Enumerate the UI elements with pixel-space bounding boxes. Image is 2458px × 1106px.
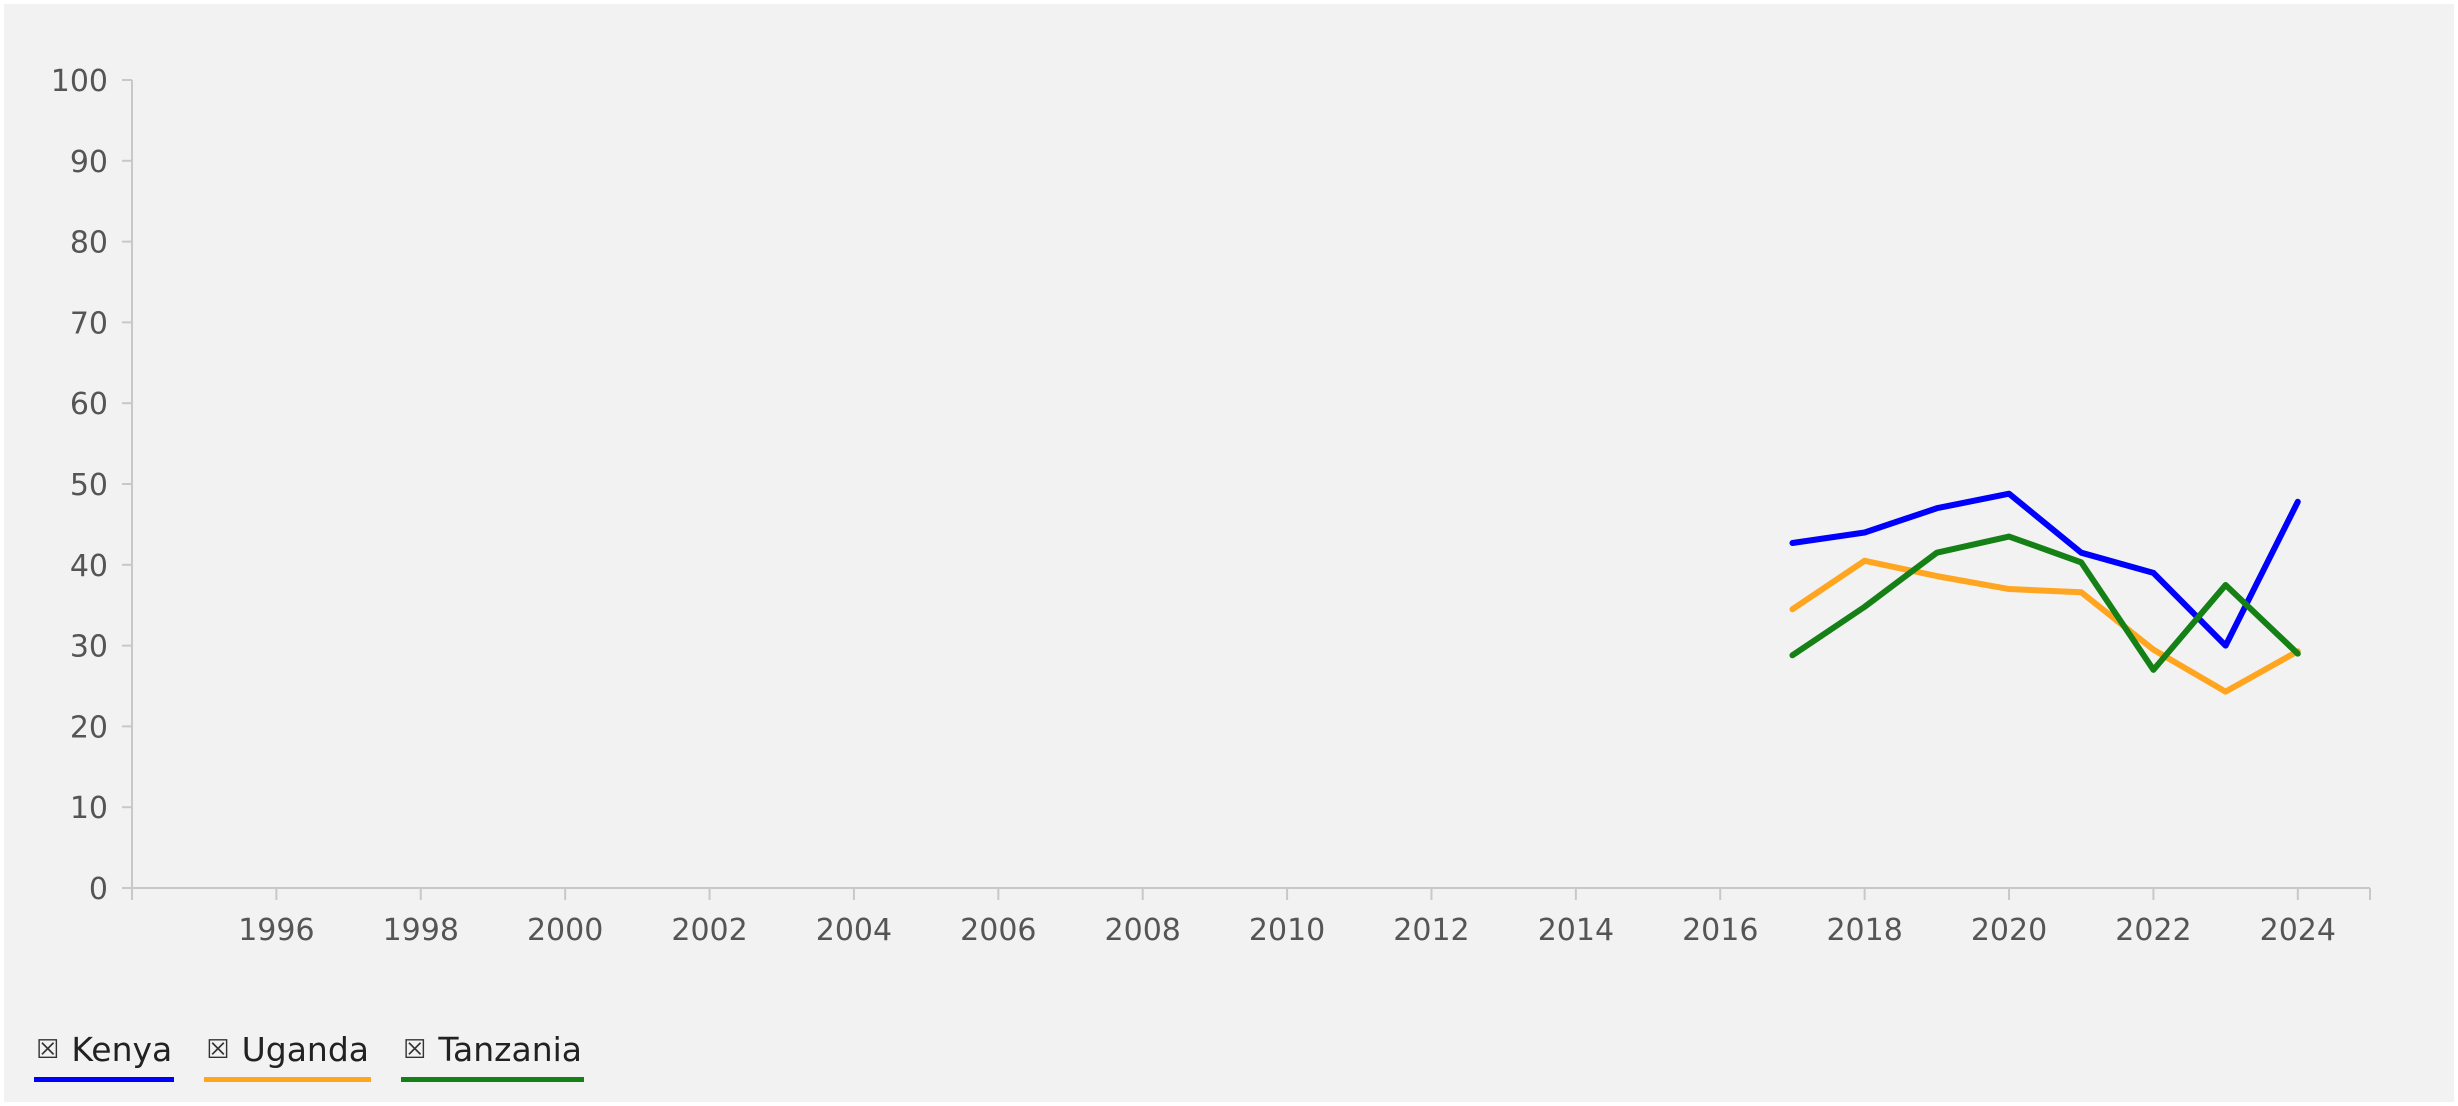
y-tick-label: 70 bbox=[70, 306, 108, 341]
y-tick-label: 0 bbox=[89, 872, 108, 907]
x-tick-label: 2018 bbox=[1826, 913, 1902, 948]
y-tick-label: 30 bbox=[70, 630, 108, 665]
x-tick-label: 2024 bbox=[2260, 913, 2336, 948]
legend-label: Uganda bbox=[241, 1030, 370, 1069]
x-tick-label: 2006 bbox=[960, 913, 1036, 948]
chart-legend: ☒ Kenya ☒ Uganda ☒ Tanzania bbox=[34, 1030, 585, 1082]
x-tick-label: 2010 bbox=[1249, 913, 1325, 948]
line-chart: 0 10 20 30 40 50 60 70 80 90 100 1996 1998 2000 2002 2… bbox=[51, 64, 2371, 948]
y-tick-label: 50 bbox=[70, 468, 108, 503]
x-tick-label: 2002 bbox=[671, 913, 747, 948]
legend-label: Kenya bbox=[71, 1030, 173, 1069]
checkbox-crossed-icon: ☒ bbox=[36, 1034, 60, 1065]
x-tick-label: 2014 bbox=[1538, 913, 1614, 948]
x-tick-label: 2022 bbox=[2115, 913, 2191, 948]
legend-item-kenya[interactable]: ☒ Kenya bbox=[34, 1030, 175, 1082]
y-tick-label: 80 bbox=[70, 226, 108, 261]
checkbox-crossed-icon: ☒ bbox=[206, 1034, 230, 1065]
x-tick-label: 1996 bbox=[238, 913, 314, 948]
y-tick-label: 20 bbox=[70, 710, 108, 745]
x-tick-label: 1998 bbox=[383, 913, 459, 948]
chart-panel: 0 10 20 30 40 50 60 70 80 90 100 1996 1998 2000 2002 2… bbox=[4, 4, 2454, 1102]
x-tick-label: 2016 bbox=[1682, 913, 1758, 948]
series-line-tanzania bbox=[1789, 533, 2301, 673]
y-tick-label: 10 bbox=[70, 791, 108, 826]
x-tick-label: 2004 bbox=[816, 913, 892, 948]
y-axis: 0 10 20 30 40 50 60 70 80 90 100 bbox=[51, 64, 133, 907]
series-line-uganda bbox=[1789, 557, 2301, 695]
x-tick-label: 2020 bbox=[1971, 913, 2047, 948]
x-tick-label: 2012 bbox=[1393, 913, 1469, 948]
y-tick-label: 100 bbox=[51, 64, 108, 99]
series-lines bbox=[1789, 490, 2301, 695]
y-tick-label: 90 bbox=[70, 145, 108, 180]
legend-label: Tanzania bbox=[438, 1030, 583, 1069]
x-tick-label: 2000 bbox=[527, 913, 603, 948]
y-tick-label: 40 bbox=[70, 549, 108, 584]
checkbox-crossed-icon: ☒ bbox=[403, 1034, 427, 1065]
x-axis: 1996 1998 2000 2002 2004 2006 2008 2010 2012 2014… bbox=[131, 887, 2371, 948]
x-tick-label: 2008 bbox=[1105, 913, 1181, 948]
legend-item-tanzania[interactable]: ☒ Tanzania bbox=[401, 1030, 585, 1082]
legend-item-uganda[interactable]: ☒ Uganda bbox=[204, 1030, 372, 1082]
y-tick-label: 60 bbox=[70, 387, 108, 422]
series-line-kenya bbox=[1789, 490, 2301, 649]
